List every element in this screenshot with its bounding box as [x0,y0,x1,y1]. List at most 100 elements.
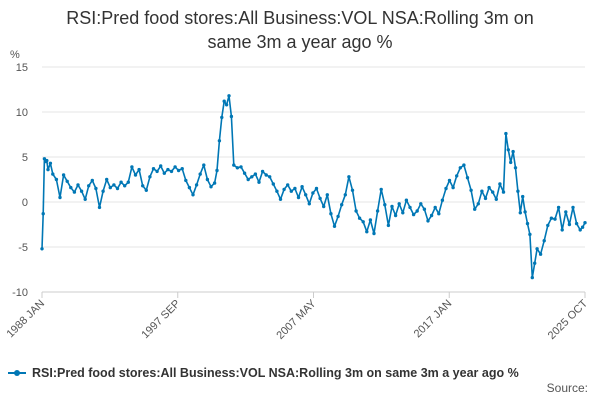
data-point[interactable] [538,252,543,256]
data-point[interactable] [530,275,534,280]
data-point[interactable] [180,167,184,171]
data-point[interactable] [232,163,236,167]
data-point[interactable] [69,185,73,190]
data-point[interactable] [429,213,434,218]
data-point[interactable] [289,189,293,193]
data-point[interactable] [304,193,308,197]
data-point[interactable] [447,178,452,183]
data-point[interactable] [329,212,333,216]
data-point[interactable] [501,190,506,194]
data-point[interactable] [476,202,480,206]
data-point[interactable] [437,212,441,216]
data-point[interactable] [264,173,268,177]
data-point[interactable] [144,188,148,192]
data-point[interactable] [217,139,222,143]
data-point[interactable] [173,165,177,169]
data-point[interactable] [224,103,229,107]
data-point[interactable] [260,169,265,174]
data-point[interactable] [332,224,337,228]
data-point[interactable] [51,172,55,176]
data-point[interactable] [368,218,373,222]
data-point[interactable] [528,232,532,237]
data-point[interactable] [491,190,495,194]
data-point[interactable] [159,164,163,168]
data-point[interactable] [108,185,113,190]
data-point[interactable] [90,178,95,183]
data-point[interactable] [162,171,166,175]
data-point[interactable] [451,185,455,190]
data-point[interactable] [41,212,45,216]
data-point[interactable] [227,94,231,98]
data-point[interactable] [513,166,518,170]
data-point[interactable] [465,176,470,180]
data-point[interactable] [556,205,561,210]
data-point[interactable] [480,189,484,193]
data-point[interactable] [325,193,329,197]
data-point[interactable] [235,166,240,170]
data-point[interactable] [191,193,195,197]
data-point[interactable] [239,165,243,169]
data-point[interactable] [314,186,319,191]
data-point[interactable] [560,228,564,232]
data-point[interactable] [184,178,188,183]
data-point[interactable] [246,177,250,182]
data-point[interactable] [487,185,491,190]
data-point[interactable] [469,188,473,192]
data-point[interactable] [322,204,326,209]
data-point[interactable] [58,195,62,200]
data-point[interactable] [286,183,290,187]
data-point[interactable] [383,203,387,207]
data-point[interactable] [271,182,275,186]
data-point[interactable] [494,197,498,201]
data-point[interactable] [350,188,355,192]
data-point[interactable] [307,202,311,206]
data-point[interactable] [105,177,109,182]
data-point[interactable] [278,197,283,201]
data-point[interactable] [176,168,181,173]
data-point[interactable] [426,219,430,223]
data-point[interactable] [205,177,210,182]
data-point[interactable] [401,211,405,215]
data-point[interactable] [296,195,301,200]
data-point[interactable] [518,211,522,215]
data-point[interactable] [511,149,515,154]
data-point[interactable] [123,184,127,188]
data-point[interactable] [229,114,234,119]
data-point[interactable] [40,247,44,251]
data-point[interactable] [509,160,513,165]
data-point[interactable] [455,174,459,178]
data-point[interactable] [253,172,258,176]
data-point[interactable] [462,163,466,167]
data-point[interactable] [101,189,105,193]
data-point[interactable] [198,172,202,176]
data-point[interactable] [209,185,213,189]
data-point[interactable] [504,131,508,136]
data-point[interactable] [379,187,383,192]
data-point[interactable] [419,202,423,206]
data-point[interactable] [155,169,159,174]
data-point[interactable] [361,220,365,224]
data-point[interactable] [115,186,120,191]
data-point[interactable] [151,167,156,171]
data-point[interactable] [97,205,102,210]
data-point[interactable] [242,171,247,175]
data-point[interactable] [521,194,525,199]
data-point[interactable] [372,231,376,236]
data-point[interactable] [357,216,362,220]
data-point[interactable] [94,186,98,191]
data-point[interactable] [318,196,322,201]
data-point[interactable] [215,168,219,173]
data-point[interactable] [516,189,520,193]
data-point[interactable] [212,181,217,185]
data-point[interactable] [347,175,351,179]
data-point[interactable] [567,222,572,227]
data-point[interactable] [444,186,448,191]
data-point[interactable] [275,189,279,193]
data-point[interactable] [564,210,568,214]
data-point[interactable] [390,204,394,209]
data-point[interactable] [535,247,539,251]
data-point[interactable] [72,190,77,194]
data-point[interactable] [141,184,145,188]
data-point[interactable] [393,213,398,218]
data-point[interactable] [293,186,297,191]
